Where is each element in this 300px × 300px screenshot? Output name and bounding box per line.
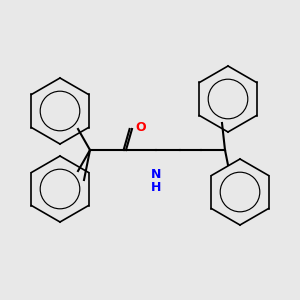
Text: O: O — [136, 121, 146, 134]
Text: N
H: N H — [151, 168, 161, 194]
